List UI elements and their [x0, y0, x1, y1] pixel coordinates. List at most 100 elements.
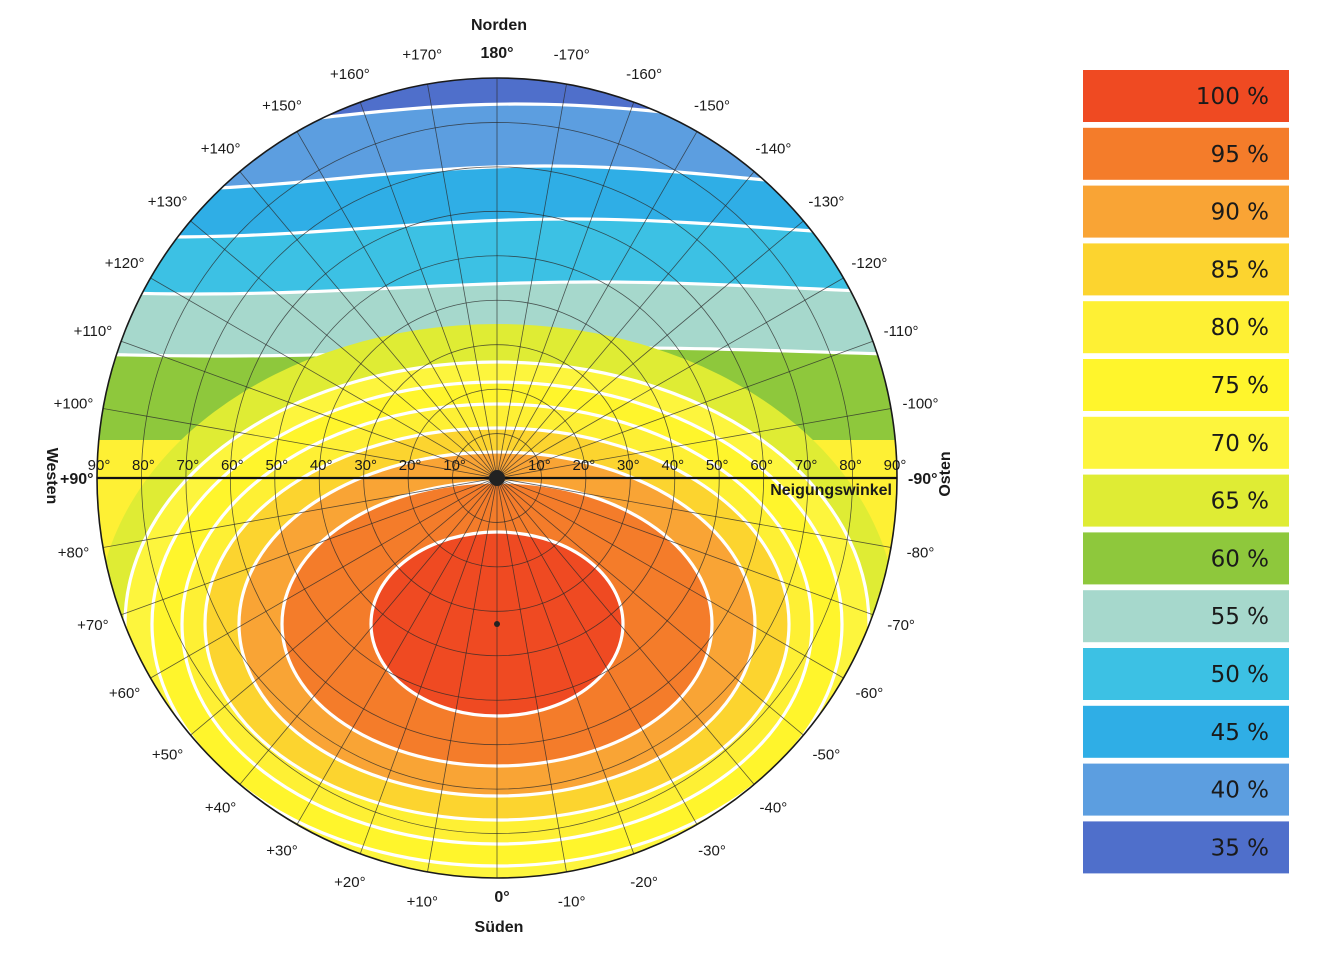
legend-swatch: [1083, 532, 1289, 585]
azimuth-spoke--110: [496, 340, 874, 479]
legend-swatch: [1083, 705, 1289, 758]
legend-swatch: [1083, 648, 1289, 700]
legend-swatch: [1083, 359, 1289, 411]
azimuth-label: +150°: [262, 98, 302, 115]
legend-swatch: [1083, 243, 1289, 296]
azimuth-spoke--130: [496, 220, 804, 479]
legend-label: 85 %: [1211, 257, 1269, 283]
west-label: Westen: [43, 448, 60, 505]
legend: 100 % 95 % 90 % 85 % 80 % 75 % 70 % 65 % 60 % 55 …: [1083, 70, 1289, 874]
legend-label: 80 %: [1211, 315, 1269, 341]
legend-label: 70 %: [1211, 431, 1269, 457]
azimuth-spoke-110: [120, 340, 498, 479]
tilt-label: 60°: [750, 457, 773, 474]
azimuth-label: -20°: [630, 874, 658, 891]
legend-label: 90 %: [1211, 200, 1269, 226]
tilt-axis-label: Neigungswinkel: [770, 482, 892, 499]
tilt-label: 60°: [221, 457, 244, 474]
tilt-label: 10°: [528, 457, 551, 474]
legend-swatch: [1083, 590, 1289, 643]
azimuth-label: -170°: [554, 47, 590, 64]
south-label: Süden: [475, 919, 524, 936]
azimuth-label: -10°: [558, 894, 586, 911]
tilt-label: 40°: [661, 457, 684, 474]
azimuth-spoke--70: [496, 477, 874, 616]
legend-label: 35 %: [1211, 835, 1269, 861]
azimuth-spoke--100: [496, 408, 891, 479]
azimuth-label: +130°: [148, 194, 188, 211]
azimuth-label: +70°: [77, 617, 108, 634]
legend-label: 45 %: [1211, 720, 1269, 746]
azimuth-label: +140°: [201, 141, 241, 158]
azimuth-labels: +10° +20° +30° +40° +50° +60° +70° +80° +100° +11…: [54, 47, 939, 911]
tilt-label: 30°: [354, 457, 377, 474]
azimuth-spoke--140: [496, 171, 755, 479]
azimuth-label: -140°: [755, 141, 791, 158]
azimuth-label: +160°: [330, 66, 370, 83]
azimuth-label: -150°: [694, 98, 730, 115]
azimuth-label: -40°: [760, 799, 788, 816]
azimuth-label: -120°: [851, 255, 887, 272]
tilt-label: 80°: [839, 457, 862, 474]
azimuth-spoke-80: [103, 477, 498, 548]
azimuth-label: +60°: [109, 685, 140, 702]
legend-swatch: [1083, 821, 1289, 874]
azimuth-label: +30°: [266, 842, 297, 859]
legend-label: 75 %: [1211, 373, 1269, 399]
azimuth-spoke--10: [496, 477, 567, 872]
legend-label: 55 %: [1211, 604, 1269, 630]
yield-contour-50: [97, 280, 897, 296]
azimuth-label: +170°: [402, 47, 442, 64]
azimuth-spoke-100: [103, 408, 498, 479]
azimuth-label: +40°: [205, 799, 236, 816]
azimuth-spoke--40: [496, 477, 755, 785]
south-angle-label: 0°: [494, 889, 509, 906]
legend-label: 65 %: [1211, 489, 1269, 515]
azimuth-label: +100°: [54, 395, 94, 412]
tilt-label: 20°: [573, 457, 596, 474]
azimuth-spoke--120: [496, 277, 844, 479]
north-label: Norden: [471, 17, 527, 34]
legend-swatch: [1083, 185, 1289, 238]
azimuth-spoke--60: [496, 477, 844, 679]
azimuth-spoke--20: [496, 477, 635, 855]
tilt-label: 70°: [795, 457, 818, 474]
azimuth-spoke-160: [359, 101, 498, 479]
azimuth-spoke--160: [496, 101, 635, 479]
legend-label: 100 %: [1196, 84, 1269, 110]
azimuth-label: +10°: [407, 894, 438, 911]
tilt-label: 40°: [310, 457, 333, 474]
azimuth-label: +20°: [334, 874, 365, 891]
azimuth-label: -60°: [856, 685, 884, 702]
azimuth-spoke-60: [150, 477, 498, 679]
east-label: Osten: [937, 451, 954, 496]
yield-contour-45: [97, 217, 897, 239]
legend-swatch: [1083, 416, 1289, 469]
azimuth-label: -100°: [902, 395, 938, 412]
tilt-label: 80°: [132, 457, 155, 474]
tilt-label: 50°: [265, 457, 288, 474]
legend-label: 40 %: [1211, 778, 1269, 804]
azimuth-label: +50°: [152, 746, 183, 763]
azimuth-label: -130°: [808, 194, 844, 211]
azimuth-spoke-50: [190, 477, 498, 736]
east-angle-label: -90°: [908, 471, 938, 488]
azimuth-label: -110°: [884, 323, 919, 340]
legend-swatch: [1083, 474, 1289, 527]
tilt-label: 10°: [443, 457, 466, 474]
azimuth-label: +120°: [105, 255, 145, 272]
azimuth-spoke-20: [359, 477, 498, 855]
tilt-label: 20°: [399, 457, 422, 474]
legend-swatch: [1083, 127, 1289, 180]
west-angle-label: +90°: [60, 471, 94, 488]
legend-swatch: [1083, 301, 1289, 354]
azimuth-spoke--80: [496, 477, 891, 548]
azimuth-spoke-10: [427, 477, 498, 872]
azimuth-label: -160°: [626, 66, 662, 83]
azimuth-label: -30°: [698, 842, 726, 859]
optimum-point: [494, 621, 500, 627]
azimuth-spoke-120: [150, 277, 498, 479]
azimuth-spoke-150: [296, 131, 498, 479]
north-angle-label: 180°: [480, 45, 513, 62]
